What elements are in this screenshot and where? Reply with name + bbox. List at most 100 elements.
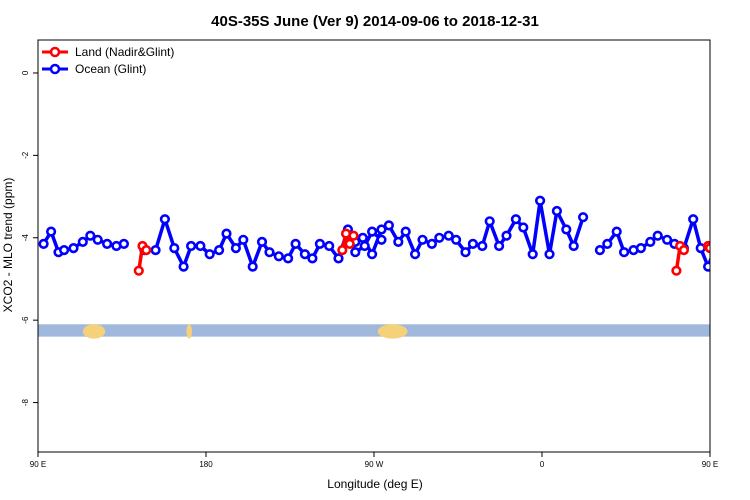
y-tick-label: -8: [21, 398, 30, 406]
data-point-ocean: [367, 226, 378, 237]
data-point-ocean: [544, 249, 555, 260]
data-point-ocean: [357, 232, 368, 243]
data-point-ocean: [290, 238, 301, 249]
data-point-ocean: [451, 234, 462, 245]
y-tick-label: 0: [21, 70, 30, 75]
map-band: [38, 324, 710, 337]
data-point-ocean: [376, 224, 387, 235]
data-point-ocean: [561, 224, 572, 235]
legend-marker-land: [49, 46, 61, 58]
data-point-ocean: [350, 247, 361, 258]
data-point-ocean: [376, 234, 387, 245]
x-axis-label: Longitude (deg E): [327, 477, 422, 491]
data-point-ocean: [367, 249, 378, 260]
data-point-ocean: [256, 236, 268, 247]
data-point-ocean: [645, 236, 656, 247]
land-patch: [377, 324, 408, 339]
data-point-ocean: [688, 214, 699, 225]
data-point-ocean: [230, 243, 241, 254]
data-point-ocean: [178, 261, 189, 272]
data-point-ocean: [118, 238, 129, 249]
data-point-ocean: [247, 261, 258, 272]
land-patch: [82, 324, 106, 339]
y-tick-label: -4: [21, 234, 30, 242]
data-point-ocean: [204, 249, 215, 260]
data-point-ocean: [594, 245, 606, 256]
data-point-land: [704, 243, 710, 254]
data-point-ocean: [467, 238, 479, 249]
legend-label-ocean: Ocean (Glint): [75, 62, 146, 76]
data-point-ocean: [314, 238, 326, 249]
data-point-ocean: [410, 249, 421, 260]
data-point-ocean: [195, 240, 206, 252]
data-point-ocean: [150, 245, 161, 256]
data-point-ocean: [577, 212, 589, 223]
data-point-ocean: [652, 230, 663, 241]
data-point-land: [671, 265, 682, 276]
data-point-land: [678, 245, 690, 256]
data-point-ocean: [359, 240, 370, 252]
y-axis-label: XCO2 - MLO trend (ppm): [1, 178, 15, 313]
data-point-ocean: [443, 230, 454, 241]
data-point-ocean: [85, 230, 96, 241]
land-patch: [186, 324, 192, 339]
data-point-ocean: [77, 236, 88, 247]
data-point-land: [337, 245, 348, 256]
data-point-ocean: [434, 232, 445, 243]
data-point-ocean: [101, 238, 113, 249]
data-point-ocean: [602, 238, 613, 249]
data-point-ocean: [477, 240, 488, 252]
legend-marker-ocean: [49, 63, 61, 75]
data-point-ocean: [568, 240, 579, 252]
legend: Land (Nadir&Glint) Ocean (Glint): [42, 45, 174, 76]
data-point-ocean: [58, 245, 70, 256]
data-point-ocean: [460, 247, 471, 258]
data-point-ocean: [186, 240, 197, 252]
x-tick-label: 90 E: [30, 460, 46, 469]
data-point-ocean: [534, 195, 546, 206]
series-line-ocean: [354, 198, 585, 256]
data-point-ocean: [518, 222, 529, 233]
data-point-land: [344, 238, 355, 249]
data-point-ocean: [273, 251, 284, 262]
data-point-ocean: [221, 228, 232, 239]
data-point-ocean: [611, 226, 622, 237]
data-point-ocean: [283, 253, 294, 264]
data-point-ocean: [618, 247, 630, 258]
data-point-ocean: [721, 242, 729, 250]
plot-content: [38, 195, 729, 339]
data-point-ocean: [92, 234, 103, 245]
data-point-ocean: [159, 214, 170, 225]
plot-area: [38, 195, 729, 339]
data-point-ocean: [299, 249, 311, 260]
legend-label-land: Land (Nadir&Glint): [75, 45, 174, 59]
data-point-ocean: [527, 249, 538, 260]
x-tick-label: 90 E: [702, 460, 718, 469]
y-tick-label: -2: [21, 151, 30, 159]
data-point-ocean: [501, 230, 512, 241]
x-tick-label: 90 W: [365, 460, 384, 469]
chart-title: 40S-35S June (Ver 9) 2014-09-06 to 2018-…: [211, 13, 539, 30]
data-point-ocean: [426, 238, 438, 249]
data-point-ocean: [494, 240, 505, 252]
data-point-ocean: [510, 214, 522, 225]
y-tick-label: -6: [21, 316, 30, 324]
data-point-ocean: [238, 234, 249, 245]
data-point-ocean: [169, 243, 180, 254]
data-point-ocean: [45, 226, 57, 237]
data-point-ocean: [484, 216, 495, 227]
data-point-ocean: [383, 220, 395, 231]
data-point-land: [348, 230, 359, 241]
data-point-ocean: [712, 242, 720, 250]
x-tick-label: 0: [540, 460, 545, 469]
data-point-ocean: [214, 245, 225, 256]
data-point-ocean: [551, 205, 563, 217]
data-point-ocean: [68, 243, 79, 254]
data-point-ocean: [333, 253, 344, 264]
data-point-ocean: [393, 236, 404, 247]
data-point-ocean: [703, 261, 710, 272]
data-point-ocean: [38, 238, 49, 249]
data-point-ocean: [661, 234, 673, 245]
